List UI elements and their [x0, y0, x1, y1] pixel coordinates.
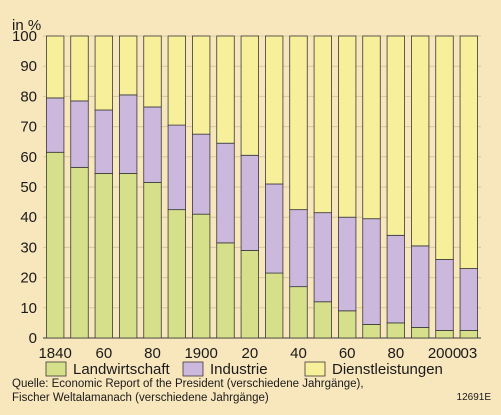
- bar-segment-landwirtschaft: [313, 301, 332, 339]
- source-line-1: Quelle: Economic Report of the President…: [12, 378, 364, 390]
- bar-segment-dienstleistungen: [70, 35, 89, 102]
- bar-segment-dienstleistungen: [289, 35, 308, 211]
- bar-segment-industrie: [192, 133, 211, 215]
- x-tick-label: 03: [460, 345, 477, 362]
- bar-segment-landwirtschaft: [289, 286, 308, 339]
- y-tick-label: 30: [20, 239, 37, 256]
- y-tick-label: 60: [20, 149, 37, 166]
- bar-segment-landwirtschaft: [94, 173, 113, 339]
- x-axis: 1840 60 80 1900 20 40 60 80 2000 03: [38, 345, 477, 362]
- x-tick-label: 80: [144, 345, 161, 362]
- legend-label: Landwirtschaft: [73, 361, 171, 378]
- bar-segment-industrie: [94, 109, 113, 174]
- bar-segment-industrie: [143, 106, 162, 183]
- x-tick-label: 40: [290, 345, 307, 362]
- bar-segment-landwirtschaft: [70, 166, 89, 339]
- y-tick-label: 90: [20, 58, 37, 75]
- x-tick-label: 1840: [38, 345, 71, 362]
- bar-segment-dienstleistungen: [459, 35, 478, 269]
- bar-segment-industrie: [70, 100, 89, 168]
- bar-segment-landwirtschaft: [386, 322, 405, 339]
- bar-segment-industrie: [362, 218, 381, 325]
- bar-segment-industrie: [338, 216, 357, 312]
- bar-segment-dienstleistungen: [265, 35, 284, 185]
- bar-segment-landwirtschaft: [240, 250, 259, 339]
- legend-swatch: [182, 361, 204, 377]
- bar-segment-landwirtschaft: [411, 327, 430, 339]
- bar-segment-landwirtschaft: [216, 242, 235, 339]
- bar-segment-industrie: [435, 259, 454, 331]
- y-tick-label: 0: [29, 330, 37, 347]
- source-note: Quelle: Economic Report of the President…: [12, 377, 364, 405]
- y-axis-label: in %: [12, 17, 41, 34]
- bar-segment-dienstleistungen: [240, 35, 259, 156]
- bar-segment-industrie: [289, 209, 308, 288]
- y-axis: 0 10 20 30 40 50 60 70 80 90 100: [12, 28, 37, 347]
- bar-segment-dienstleistungen: [94, 35, 113, 111]
- bar-segment-industrie: [240, 154, 259, 251]
- bar-segment-industrie: [216, 142, 235, 244]
- bar-segment-industrie: [411, 245, 430, 328]
- bar-segment-landwirtschaft: [192, 213, 211, 339]
- y-tick-label: 100: [12, 28, 37, 45]
- bar-segment-industrie: [265, 183, 284, 274]
- bar-segment-landwirtschaft: [167, 209, 186, 339]
- bar-segment-dienstleistungen: [167, 35, 186, 126]
- bar-segment-landwirtschaft: [46, 151, 65, 339]
- bar-segment-landwirtschaft: [119, 173, 138, 339]
- x-tick-label: 60: [339, 345, 356, 362]
- y-tick-label: 10: [20, 300, 37, 317]
- bar-segment-dienstleistungen: [119, 35, 138, 96]
- bar-segment-landwirtschaft: [338, 310, 357, 339]
- x-tick-label: 80: [387, 345, 404, 362]
- bar-segment-dienstleistungen: [143, 35, 162, 108]
- bar-segment-dienstleistungen: [46, 35, 65, 99]
- bars: [46, 35, 478, 339]
- y-tick-label: 40: [20, 209, 37, 226]
- grid-lines: [43, 35, 481, 339]
- bar-segment-landwirtschaft: [265, 272, 284, 339]
- bar-segment-industrie: [46, 97, 65, 153]
- legend-label: Dienstleistungen: [332, 361, 443, 378]
- bar-segment-industrie: [459, 268, 478, 331]
- x-tick-label: 2000: [428, 345, 461, 362]
- legend-swatch: [45, 361, 67, 377]
- bar-segment-dienstleistungen: [435, 35, 454, 260]
- bar-segment-landwirtschaft: [435, 330, 454, 339]
- legend-swatch: [304, 361, 326, 377]
- bar-segment-industrie: [119, 94, 138, 174]
- source-line-2: Fischer Weltalamanach (verschiedene Jahr…: [12, 392, 269, 404]
- bar-segment-dienstleistungen: [313, 35, 332, 214]
- x-tick-label: 1900: [184, 345, 217, 362]
- x-tick-label: 20: [241, 345, 258, 362]
- bar-segment-dienstleistungen: [362, 35, 381, 220]
- bar-segment-dienstleistungen: [216, 35, 235, 144]
- legend: Landwirtschaft Industrie Dienstleistungen: [45, 361, 443, 378]
- x-tick-label: 60: [95, 345, 112, 362]
- bar-segment-landwirtschaft: [362, 324, 381, 339]
- bar-segment-industrie: [167, 124, 186, 211]
- y-tick-label: 50: [20, 179, 37, 196]
- figure-code: 12691E: [456, 392, 491, 403]
- bar-segment-landwirtschaft: [143, 182, 162, 339]
- bar-segment-dienstleistungen: [338, 35, 357, 218]
- bar-segment-industrie: [313, 212, 332, 303]
- bar-segment-dienstleistungen: [192, 35, 211, 135]
- bar-segment-dienstleistungen: [386, 35, 405, 236]
- y-tick-label: 80: [20, 88, 37, 105]
- bar-segment-dienstleistungen: [411, 35, 430, 247]
- bar-segment-landwirtschaft: [459, 330, 478, 339]
- y-tick-label: 70: [20, 119, 37, 136]
- bar-segment-industrie: [386, 234, 405, 324]
- y-tick-label: 20: [20, 270, 37, 287]
- legend-label: Industrie: [210, 361, 268, 378]
